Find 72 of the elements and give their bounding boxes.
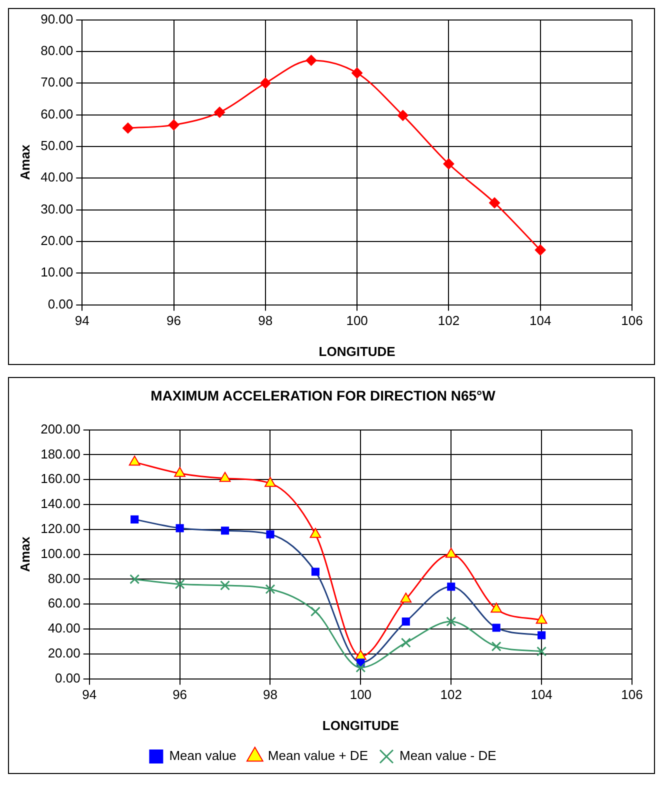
y-tick-label: 200.00 bbox=[40, 421, 80, 436]
x-tick-label: 102 bbox=[440, 687, 462, 702]
y-tick-label: 40.00 bbox=[48, 620, 80, 636]
point bbox=[446, 616, 456, 627]
point bbox=[174, 466, 186, 477]
y-tick-label: 10.00 bbox=[40, 264, 74, 280]
point bbox=[174, 579, 185, 590]
point bbox=[265, 584, 276, 594]
point bbox=[356, 662, 366, 673]
y-tick-label: 0.00 bbox=[55, 670, 80, 686]
point bbox=[536, 614, 548, 624]
y-tick-label: 80.00 bbox=[40, 43, 74, 58]
point bbox=[306, 54, 317, 66]
point bbox=[397, 110, 408, 121]
x-tick-label: 98 bbox=[258, 313, 273, 328]
point bbox=[310, 606, 320, 617]
legend-label: Mean value bbox=[169, 748, 236, 764]
point bbox=[264, 476, 276, 487]
point bbox=[122, 122, 134, 134]
y-tick-label: 30.00 bbox=[40, 201, 74, 216]
point bbox=[490, 602, 502, 613]
point bbox=[352, 68, 363, 78]
chart-title: MAXIMUM ACCELERATION FOR DIRECTION N65°W bbox=[150, 387, 496, 404]
x-tick-label: 94 bbox=[74, 313, 90, 328]
y-tick-label: 70.00 bbox=[40, 74, 74, 90]
y-tick-label: 20.00 bbox=[48, 645, 80, 660]
point bbox=[489, 197, 500, 208]
y-tick-label: 60.00 bbox=[48, 596, 80, 611]
x-tick-label: 102 bbox=[438, 313, 460, 328]
point bbox=[400, 592, 412, 603]
x-axis-title: LONGITUDE bbox=[318, 344, 396, 359]
point bbox=[400, 638, 411, 648]
legend-label: Mean value - DE bbox=[399, 748, 497, 764]
x-tick-label: 106 bbox=[621, 687, 643, 702]
point bbox=[219, 472, 231, 482]
point bbox=[534, 244, 546, 256]
x-tick-label: 96 bbox=[166, 313, 182, 328]
point bbox=[491, 641, 502, 652]
point bbox=[220, 580, 230, 590]
point bbox=[168, 119, 180, 130]
y-tick-label: 120.00 bbox=[40, 520, 80, 536]
x-axis-title: LONGITUDE bbox=[322, 718, 400, 733]
y-tick-label: 50.00 bbox=[40, 138, 74, 154]
x-tick-label: 100 bbox=[350, 687, 372, 702]
y-tick-label: 100.00 bbox=[40, 546, 80, 561]
legend-label: Mean value + DE bbox=[268, 748, 368, 764]
y-tick-label: 140.00 bbox=[40, 496, 80, 512]
y-tick-label: 0.00 bbox=[48, 296, 74, 312]
point bbox=[310, 528, 322, 538]
y-tick-label: 60.00 bbox=[40, 106, 74, 122]
y-tick-label: 180.00 bbox=[40, 446, 80, 462]
y-tick-label: 160.00 bbox=[40, 471, 80, 486]
point bbox=[128, 456, 140, 466]
point bbox=[260, 78, 271, 89]
point bbox=[445, 548, 457, 558]
x-tick-label: 100 bbox=[346, 313, 368, 328]
x-tick-label: 106 bbox=[621, 313, 643, 328]
y-tick-label: 80.00 bbox=[48, 570, 80, 586]
point bbox=[443, 158, 454, 170]
y-axis-title: Amax bbox=[17, 536, 32, 572]
y-tick-label: 40.00 bbox=[40, 170, 74, 185]
y-tick-label: 90.00 bbox=[40, 11, 74, 26]
y-tick-label: 20.00 bbox=[40, 233, 74, 248]
y-axis-title: Amax bbox=[17, 144, 32, 180]
x-tick-label: 98 bbox=[263, 687, 278, 702]
x-tick-label: 94 bbox=[82, 687, 97, 702]
point bbox=[536, 646, 547, 656]
x-tick-label: 96 bbox=[172, 687, 188, 702]
point bbox=[130, 574, 140, 584]
x-tick-label: 104 bbox=[530, 687, 552, 702]
x-tick-label: 104 bbox=[530, 313, 552, 328]
point bbox=[214, 106, 226, 118]
